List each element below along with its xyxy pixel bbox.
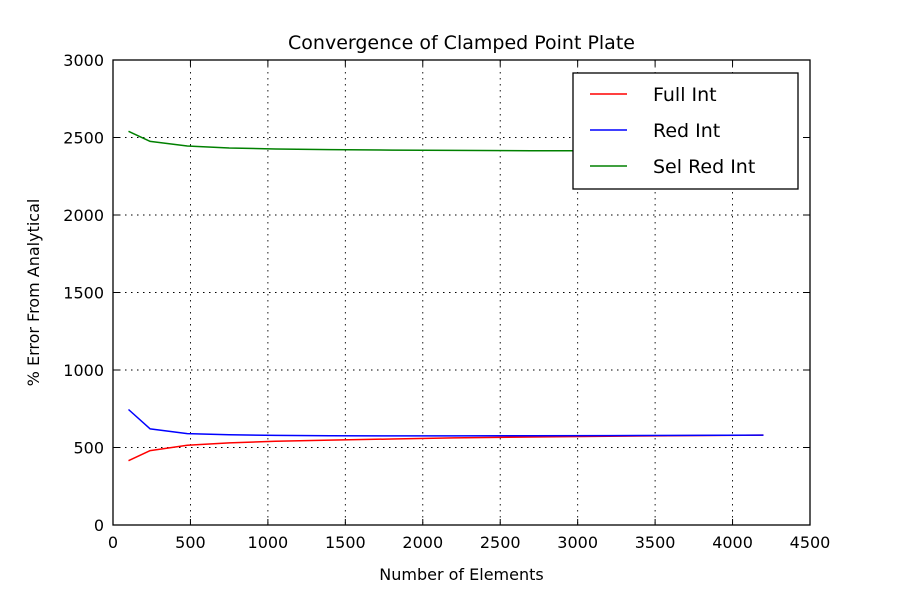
legend-label-red-int: Red Int xyxy=(653,120,720,142)
x-tick-label: 0 xyxy=(108,533,118,552)
x-tick-label: 2000 xyxy=(402,533,443,552)
series-line-red-int xyxy=(128,408,764,437)
y-tick-labels: 0 500 1000 1500 2000 2500 3000 xyxy=(63,51,104,535)
legend-items: Full Int Red Int Sel Red Int xyxy=(590,84,755,178)
legend-box xyxy=(572,72,799,190)
y-tick-label: 1500 xyxy=(63,284,104,303)
x-tick-label: 1000 xyxy=(248,533,289,552)
axis-ticks xyxy=(112,59,811,526)
y-axis-label: % Error From Analytical xyxy=(24,199,43,387)
x-tick-label: 1500 xyxy=(325,533,366,552)
legend: Full Int Red Int Sel Red Int xyxy=(572,72,799,190)
x-tick-labels: 0 500 1000 1500 2000 2500 3000 3500 4000 4500 xyxy=(108,533,830,552)
y-tick-label: 1000 xyxy=(63,361,104,380)
x-tick-label: 4000 xyxy=(712,533,753,552)
legend-label-sel-red-int: Sel Red Int xyxy=(653,156,755,178)
y-tick-label: 3000 xyxy=(63,51,104,70)
legend-label-full-int: Full Int xyxy=(653,84,717,106)
x-tick-label: 4500 xyxy=(790,533,831,552)
grid xyxy=(113,60,810,525)
y-tick-label: 500 xyxy=(73,439,104,458)
y-tick-label: 0 xyxy=(94,516,104,535)
y-tick-label: 2000 xyxy=(63,206,104,225)
x-tick-label: 3000 xyxy=(557,533,598,552)
x-tick-label: 3500 xyxy=(635,533,676,552)
y-tick-label: 2500 xyxy=(63,129,104,148)
x-axis-label: Number of Elements xyxy=(379,565,543,584)
chart-title: Convergence of Clamped Point Plate xyxy=(288,32,635,54)
x-tick-label: 500 xyxy=(175,533,206,552)
x-tick-label: 2500 xyxy=(480,533,521,552)
